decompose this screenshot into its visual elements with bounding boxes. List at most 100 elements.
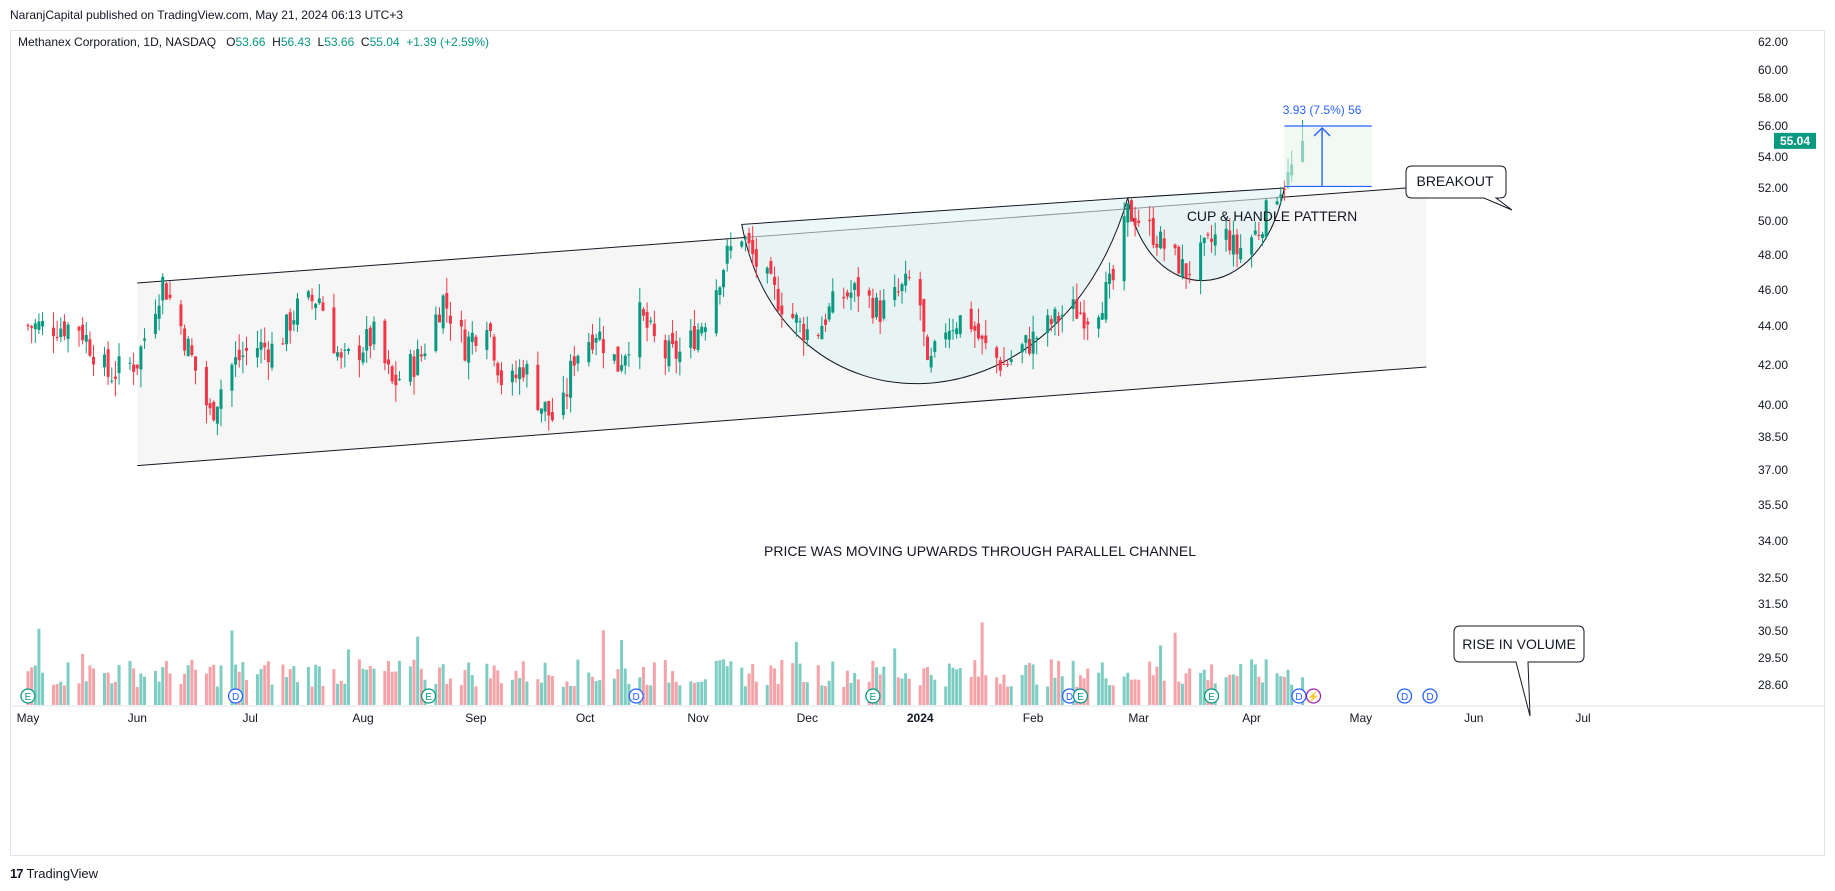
candle-body [1097, 317, 1101, 329]
candle-body [904, 273, 908, 286]
candle-body [620, 365, 624, 371]
y-tick-label: 54.00 [1758, 150, 1788, 164]
candle-body [1104, 282, 1108, 320]
volume-bar [212, 664, 216, 705]
volume-bar [1202, 669, 1206, 705]
y-tick-label: 40.00 [1758, 398, 1788, 412]
candle-body [1031, 331, 1035, 354]
volume-bar [791, 663, 795, 705]
volume-bar [652, 662, 656, 705]
volume-bar [1231, 674, 1235, 705]
volume-bar [394, 671, 398, 705]
candle-body [135, 364, 139, 369]
volume-bar [66, 662, 70, 705]
volume-bar [1148, 661, 1152, 705]
volume-bar [525, 681, 529, 705]
candle-body [1108, 273, 1112, 284]
y-tick-label: 56.00 [1758, 119, 1788, 133]
candle-body [365, 329, 369, 351]
volume-bar [667, 682, 671, 705]
candle-body [1006, 363, 1010, 365]
cup-handle-annotation[interactable]: CUP & HANDLE PATTERN [1187, 208, 1357, 224]
earnings-marker-icon[interactable] [20, 688, 36, 704]
volume-bar [980, 622, 984, 705]
volume-bar [37, 628, 41, 705]
volume-bar [266, 661, 270, 705]
volume-bar [824, 686, 828, 705]
event-marker-label: E [425, 692, 432, 703]
handle-shape[interactable] [1127, 187, 1286, 282]
event-marker-label: E [1208, 692, 1215, 703]
candle-body [33, 323, 37, 330]
volume-bar [1020, 674, 1024, 705]
dividend-marker-icon[interactable] [1396, 688, 1413, 704]
dividend-marker-icon[interactable] [227, 688, 244, 704]
earnings-marker-icon[interactable] [865, 688, 881, 704]
dividend-marker-icon[interactable] [1422, 688, 1438, 704]
volume-bar [1180, 683, 1184, 705]
publisher-line: NaranjCapital published on TradingView.c… [10, 8, 404, 22]
earnings-marker-icon[interactable] [420, 688, 437, 704]
candle-body [1202, 237, 1206, 243]
y-tick-label: 48.00 [1758, 248, 1788, 262]
candle-body [485, 330, 489, 350]
volume-bar [543, 662, 547, 705]
volume-bar [641, 666, 645, 705]
x-tick-label: Oct [576, 711, 595, 725]
candle-body [445, 293, 449, 309]
symbol-title[interactable]: Methanex Corporation, 1D, NASDAQ [18, 35, 217, 49]
flash-marker-icon[interactable] [1305, 688, 1322, 704]
volume-bar [234, 664, 238, 705]
dividend-marker-icon[interactable] [628, 688, 644, 704]
volume-bar [1257, 676, 1261, 705]
candle-body [336, 352, 340, 357]
earnings-marker-icon[interactable] [1072, 688, 1089, 704]
volume-bar [882, 666, 886, 705]
volume-bar [816, 665, 820, 705]
measure-box[interactable] [1284, 126, 1372, 187]
volume-bar [510, 679, 514, 705]
x-tick-label: 2024 [907, 711, 934, 725]
volume-bar [743, 686, 747, 705]
earnings-marker-icon[interactable] [1203, 688, 1220, 704]
close-label: C [360, 35, 370, 49]
volume-bar [51, 684, 55, 705]
event-marker-label: D [1426, 692, 1433, 703]
tradingview-footer[interactable]: 17 TradingView [10, 866, 98, 881]
tradingview-logo-text: TradingView [26, 866, 99, 881]
candle-body [947, 330, 951, 340]
volume-bar [365, 669, 369, 705]
volume-bar [576, 659, 580, 705]
candle-body [128, 362, 132, 364]
candle-body [918, 279, 922, 306]
candle-body [696, 329, 700, 350]
candle-body [1173, 244, 1177, 249]
candle-body [139, 346, 143, 370]
candle-body [1082, 312, 1086, 329]
volume-callout[interactable] [1453, 625, 1585, 717]
candle-body [856, 277, 860, 297]
candle-body [1027, 338, 1031, 354]
cup-shape[interactable] [741, 197, 1129, 385]
candle-body [37, 321, 41, 330]
y-tick-label: 34.00 [1758, 534, 1788, 548]
channel-annotation[interactable]: PRICE WAS MOVING UPWARDS THROUGH PARALLE… [764, 543, 1196, 559]
candle-body [922, 299, 926, 332]
candle-body [1151, 217, 1155, 245]
channel-bottom-line[interactable] [137, 366, 1427, 467]
measure-label: 3.93 (7.5%) 56 [1283, 103, 1362, 117]
volume-bar [383, 670, 387, 705]
breakout-callout[interactable] [1405, 165, 1513, 211]
candle-body [357, 345, 361, 361]
candle-body [521, 367, 525, 378]
candle-body [754, 249, 758, 267]
volume-bar [1122, 676, 1126, 705]
volume-bar [827, 680, 831, 705]
volume-bar [288, 669, 292, 705]
volume-bar [263, 665, 267, 705]
volume-bar [893, 648, 897, 705]
candle-body [951, 330, 955, 332]
candle-body [678, 351, 682, 362]
volume-bar [1057, 660, 1061, 705]
